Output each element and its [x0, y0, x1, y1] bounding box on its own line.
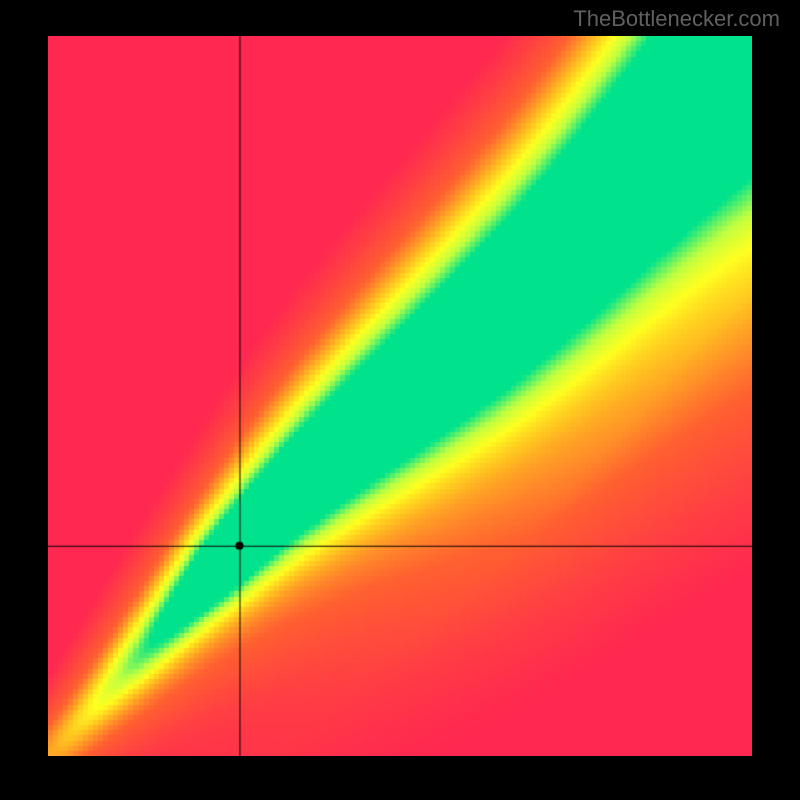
chart-container: { "type": "heatmap", "source_watermark":…	[0, 0, 800, 800]
source-watermark: TheBottlenecker.com	[573, 6, 780, 32]
bottleneck-heatmap	[48, 36, 752, 756]
